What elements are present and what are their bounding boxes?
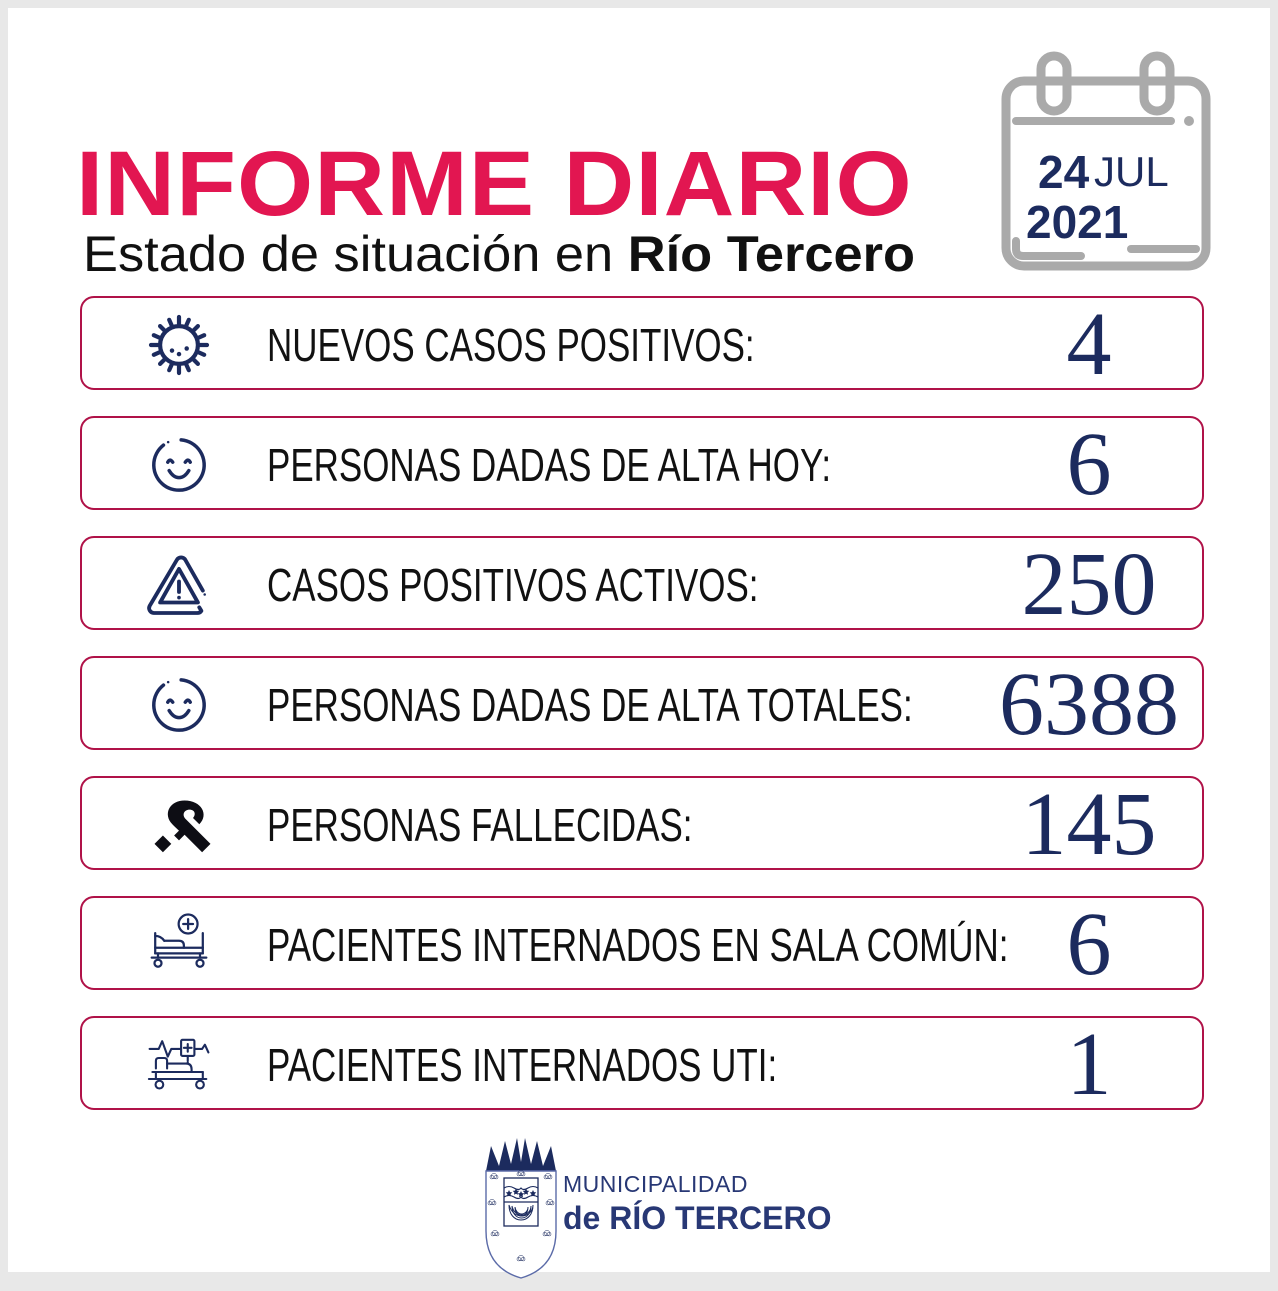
svg-text:JUL: JUL (1094, 148, 1169, 195)
svg-text:2021: 2021 (1026, 196, 1128, 248)
svg-text:24: 24 (1038, 146, 1090, 198)
